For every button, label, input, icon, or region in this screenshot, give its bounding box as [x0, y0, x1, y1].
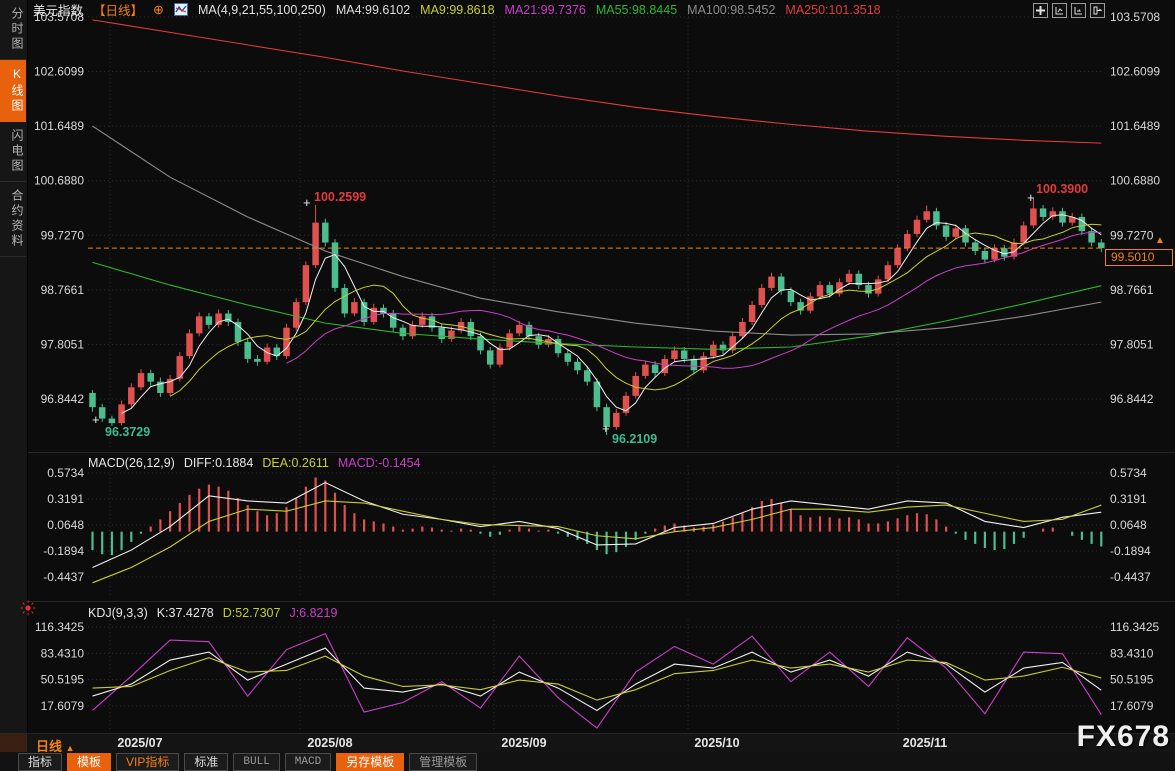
ma4-value: MA4:99.6102 — [335, 2, 411, 17]
sidebar-item-timeshare[interactable]: 分时图 — [0, 0, 26, 60]
ma250-value: MA250:101.3518 — [785, 2, 881, 17]
svg-text:0.0648: 0.0648 — [47, 518, 84, 532]
svg-text:99.7270: 99.7270 — [41, 228, 85, 242]
kdj-d-value: D:52.7307 — [222, 606, 281, 620]
ma21-value: MA21:99.7376 — [504, 2, 586, 17]
macd-pane-header: MACD(26,12,9) DIFF:0.1884 DEA:0.2611 MAC… — [88, 456, 421, 470]
svg-text:103.5708: 103.5708 — [34, 10, 84, 24]
svg-text:0.0648: 0.0648 — [1110, 518, 1147, 532]
sidebar-item-kline[interactable]: K线图 — [0, 60, 26, 122]
svg-text:96.8442: 96.8442 — [1110, 392, 1154, 406]
axis-date: 2025/08 — [307, 736, 353, 750]
ma-params-label: MA(4,9,21,55,100,250) — [197, 2, 326, 17]
svg-text:0.3191: 0.3191 — [47, 492, 84, 506]
axis-date: 2025/07 — [117, 736, 163, 750]
move-pane-icon[interactable] — [1033, 3, 1048, 18]
collapse-pane-icon[interactable] — [1071, 3, 1086, 18]
last-price-arrow-icon: ▲ — [1155, 235, 1165, 246]
bottom-toolbar: 指标 模板 VIP指标 标准 BULL MACD 另存模板 管理模板 — [0, 752, 1175, 771]
toolbar-standard-button[interactable]: 标准 — [184, 752, 229, 771]
toolbar-save-template-button[interactable]: 另存模板 — [336, 752, 405, 771]
high2-label: 100.3900 — [1036, 182, 1089, 196]
axis-date: 2025/10 — [694, 736, 740, 750]
period-selector[interactable]: 日线 ▲ — [36, 736, 75, 755]
svg-text:50.5195: 50.5195 — [1110, 673, 1154, 687]
svg-text:83.4310: 83.4310 — [41, 646, 85, 660]
svg-text:98.7661: 98.7661 — [41, 283, 85, 297]
svg-text:100.6880: 100.6880 — [1110, 174, 1160, 188]
svg-text:0.5734: 0.5734 — [1110, 466, 1147, 480]
macd-diff-value: DIFF:0.1884 — [183, 456, 254, 470]
svg-text:103.5708: 103.5708 — [1110, 10, 1160, 24]
chart-header: 美元指数 【日线】 ⊕ MA(4,9,21,55,100,250) MA4:99… — [33, 1, 881, 19]
period-badge[interactable]: 【日线】 — [93, 4, 144, 18]
symbol-title: 美元指数 — [33, 4, 84, 18]
svg-text:17.6079: 17.6079 — [1110, 699, 1154, 713]
low1-marker-cross: + — [92, 412, 100, 427]
svg-text:50.5195: 50.5195 — [41, 673, 85, 687]
add-circle-icon[interactable]: ⊕ — [153, 2, 164, 17]
svg-text:98.7661: 98.7661 — [1110, 283, 1154, 297]
macd-dea-value: DEA:0.2611 — [262, 456, 329, 470]
low1-label: 96.3729 — [105, 425, 151, 439]
svg-text:102.6099: 102.6099 — [1110, 65, 1160, 79]
toolbar-bull-button[interactable]: BULL — [233, 752, 280, 771]
expand-pane-icon[interactable] — [1052, 3, 1067, 18]
ma-settings-icon[interactable] — [173, 3, 188, 16]
last-price-tag: 99.5010 — [1105, 249, 1173, 266]
svg-text:-0.4437: -0.4437 — [1110, 570, 1151, 584]
high1-marker-cross: + — [303, 195, 311, 210]
low2-label: 96.2109 — [612, 432, 658, 446]
toolbar-vip-indicators-button[interactable]: VIP指标 — [116, 752, 180, 771]
low2-marker-cross: + — [602, 421, 610, 436]
kdj-j-value: J:6.8219 — [289, 606, 338, 620]
remove-indicator-icon[interactable] — [20, 600, 36, 621]
svg-text:99.7270: 99.7270 — [1110, 228, 1154, 242]
axis-corner-block — [0, 734, 27, 753]
ma55-value: MA55:98.8445 — [595, 2, 678, 17]
period-selector-label: 日线 — [36, 739, 63, 754]
toolbar-macd-button[interactable]: MACD — [284, 752, 332, 771]
toolbar-manage-templates-button[interactable]: 管理模板 — [409, 752, 478, 771]
svg-text:0.3191: 0.3191 — [1110, 492, 1147, 506]
svg-text:97.8051: 97.8051 — [41, 337, 85, 351]
sidebar: 分时图 K线图 闪电图 合约资料 — [0, 0, 28, 733]
toolbar-templates-button[interactable]: 模板 — [67, 752, 112, 771]
svg-text:101.6489: 101.6489 — [34, 119, 84, 133]
svg-text:97.8051: 97.8051 — [1110, 337, 1154, 351]
kdj-pane-header: KDJ(9,3,3) K:37.4278 D:52.7307 J:6.8219 — [88, 606, 337, 620]
macd-macd-value: MACD:-0.1454 — [337, 456, 421, 470]
svg-text:0.5734: 0.5734 — [47, 466, 84, 480]
svg-text:17.6079: 17.6079 — [41, 699, 85, 713]
macd-params: MACD(26,12,9) — [88, 456, 175, 470]
axis-date: 2025/09 — [501, 736, 547, 750]
svg-text:116.3425: 116.3425 — [35, 620, 84, 634]
svg-text:96.8442: 96.8442 — [41, 392, 85, 406]
high2-marker-cross: + — [1027, 190, 1035, 205]
svg-text:116.3425: 116.3425 — [1110, 620, 1159, 634]
watermark: FX678 — [1076, 720, 1170, 753]
chart-window-controls — [1033, 3, 1105, 18]
svg-text:-0.1894: -0.1894 — [1110, 544, 1151, 558]
svg-text:101.6489: 101.6489 — [1110, 119, 1160, 133]
price-chart-canvas[interactable]: 103.5708 103.5708 102.6099 102.6099 101.6489… — [0, 0, 1175, 733]
axis-date: 2025/11 — [902, 736, 948, 750]
toolbar-indicators-button[interactable]: 指标 — [18, 752, 63, 771]
sidebar-item-lightning[interactable]: 闪电图 — [0, 122, 26, 182]
ma100-value: MA100:98.5452 — [687, 2, 776, 17]
kdj-params: KDJ(9,3,3) — [88, 606, 148, 620]
chevron-up-icon: ▲ — [65, 743, 75, 753]
svg-text:83.4310: 83.4310 — [1110, 646, 1154, 660]
high1-label: 100.2599 — [314, 190, 367, 204]
svg-text:102.6099: 102.6099 — [34, 65, 84, 79]
ma9-value: MA9:99.8618 — [420, 2, 495, 17]
svg-text:-0.4437: -0.4437 — [43, 570, 84, 584]
exit-pane-icon[interactable] — [1090, 3, 1105, 18]
kdj-k-value: K:37.4278 — [156, 606, 214, 620]
svg-text:100.6880: 100.6880 — [34, 174, 84, 188]
svg-text:-0.1894: -0.1894 — [43, 544, 84, 558]
sidebar-item-contract-info[interactable]: 合约资料 — [0, 182, 26, 257]
time-axis: 日线 ▲ 2025/07 2025/08 2025/09 2025/10 202… — [0, 733, 1175, 755]
